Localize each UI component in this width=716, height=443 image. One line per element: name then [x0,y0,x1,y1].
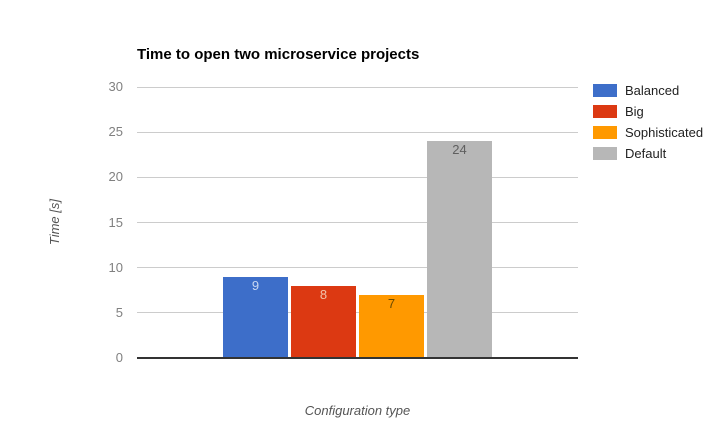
gridline [137,86,578,88]
bar-default: 24 [427,141,492,358]
gridline [137,312,578,314]
bar-big: 8 [291,285,356,358]
plot-area: 9 8 7 24 [137,86,578,359]
bar-value-label: 8 [319,286,328,302]
legend-label: Big [625,104,644,119]
legend-swatch [593,105,617,118]
x-axis-baseline [137,357,578,359]
legend-label: Default [625,146,667,161]
legend-swatch [593,126,617,139]
legend-label: Sophisticated [625,125,704,140]
y-axis-tick-labels: 0 5 10 15 20 25 30 [0,79,123,365]
legend-item-sophisticated: Sophisticated [593,125,704,140]
y-tick-label: 10 [108,259,123,275]
y-tick-label: 5 [115,304,123,320]
bar-balanced: 9 [223,276,288,358]
legend-item-default: Default [593,146,703,161]
y-tick-label: 30 [108,79,123,94]
bar-value-label: 7 [387,295,396,311]
bar-value-label: 9 [251,277,260,293]
legend: Balanced Big Sophisticated Default [593,83,704,168]
bar-value-label: 24 [452,142,467,158]
legend-swatch [593,84,617,97]
chart-title: Time to open two microservice projects [137,46,420,63]
gridline [137,267,578,269]
bar-sophisticated: 7 [359,294,424,358]
legend-label: Balanced [625,83,680,98]
y-tick-label: 15 [108,214,123,230]
legend-swatch [593,147,617,160]
gridline [137,131,578,133]
y-tick-label: 25 [108,124,123,140]
gridline [137,222,578,223]
y-tick-label: 20 [108,169,123,185]
legend-item-balanced: Balanced [593,83,703,98]
legend-item-big: Big [593,104,703,119]
x-axis-title: Configuration type [304,403,411,418]
y-tick-label: 0 [115,350,123,365]
gridline [137,176,578,178]
